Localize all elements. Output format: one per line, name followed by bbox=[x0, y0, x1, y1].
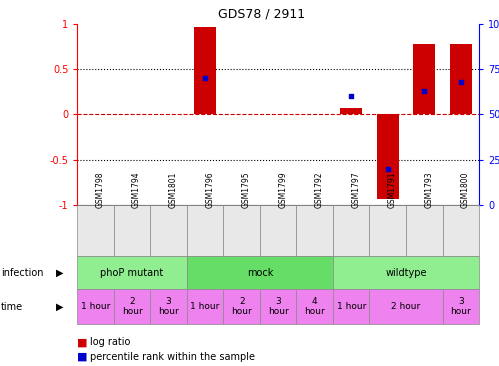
Text: 3
hour: 3 hour bbox=[158, 297, 179, 316]
Text: GSM1799: GSM1799 bbox=[278, 171, 287, 208]
Text: 2
hour: 2 hour bbox=[232, 297, 252, 316]
Text: GSM1792: GSM1792 bbox=[315, 171, 324, 208]
Text: ■: ■ bbox=[77, 352, 88, 362]
Text: GSM1794: GSM1794 bbox=[132, 171, 141, 208]
Text: GSM1796: GSM1796 bbox=[205, 171, 214, 208]
Text: infection: infection bbox=[1, 268, 43, 278]
Text: 1 hour: 1 hour bbox=[336, 302, 366, 311]
Text: log ratio: log ratio bbox=[90, 337, 130, 347]
Text: wildtype: wildtype bbox=[385, 268, 427, 278]
Text: 1 hour: 1 hour bbox=[191, 302, 220, 311]
Text: percentile rank within the sample: percentile rank within the sample bbox=[90, 352, 255, 362]
Text: 2 hour: 2 hour bbox=[391, 302, 421, 311]
Text: GSM1798: GSM1798 bbox=[96, 171, 105, 208]
Text: mock: mock bbox=[247, 268, 273, 278]
Bar bbox=[150, 289, 187, 324]
Bar bbox=[406, 205, 443, 256]
Bar bbox=[260, 289, 296, 324]
Text: ■: ■ bbox=[77, 337, 88, 347]
Bar bbox=[224, 205, 260, 256]
Text: GSM1801: GSM1801 bbox=[169, 171, 178, 208]
Bar bbox=[187, 256, 333, 289]
Bar bbox=[296, 205, 333, 256]
Bar bbox=[369, 289, 443, 324]
Text: 2
hour: 2 hour bbox=[122, 297, 143, 316]
Text: GDS78 / 2911: GDS78 / 2911 bbox=[218, 7, 305, 20]
Bar bbox=[333, 205, 369, 256]
Bar bbox=[77, 289, 114, 324]
Text: time: time bbox=[1, 302, 23, 311]
Text: GSM1791: GSM1791 bbox=[388, 171, 397, 208]
Bar bbox=[340, 108, 362, 114]
Bar bbox=[77, 256, 187, 289]
Text: 3
hour: 3 hour bbox=[451, 297, 471, 316]
Bar bbox=[260, 205, 296, 256]
Bar bbox=[296, 289, 333, 324]
Text: GSM1793: GSM1793 bbox=[424, 171, 433, 208]
Text: 1 hour: 1 hour bbox=[81, 302, 110, 311]
Bar bbox=[77, 205, 114, 256]
Bar bbox=[187, 205, 224, 256]
Text: ▶: ▶ bbox=[56, 268, 64, 278]
Bar bbox=[194, 26, 216, 114]
Bar bbox=[369, 205, 406, 256]
Text: GSM1797: GSM1797 bbox=[351, 171, 360, 208]
Bar bbox=[224, 289, 260, 324]
Point bbox=[201, 75, 209, 81]
Bar bbox=[150, 205, 187, 256]
Text: 4
hour: 4 hour bbox=[304, 297, 325, 316]
Text: 3
hour: 3 hour bbox=[268, 297, 288, 316]
Point bbox=[420, 88, 428, 94]
Bar bbox=[377, 114, 399, 199]
Text: GSM1800: GSM1800 bbox=[461, 171, 470, 208]
Point bbox=[384, 166, 392, 172]
Bar bbox=[114, 289, 150, 324]
Text: GSM1795: GSM1795 bbox=[242, 171, 250, 208]
Bar bbox=[413, 44, 435, 114]
Bar bbox=[443, 205, 479, 256]
Text: ▶: ▶ bbox=[56, 302, 64, 311]
Bar bbox=[187, 289, 224, 324]
Bar bbox=[333, 256, 479, 289]
Bar bbox=[450, 44, 472, 114]
Text: phoP mutant: phoP mutant bbox=[100, 268, 164, 278]
Bar bbox=[114, 205, 150, 256]
Point bbox=[347, 93, 355, 99]
Bar bbox=[443, 289, 479, 324]
Bar bbox=[333, 289, 369, 324]
Point bbox=[457, 79, 465, 85]
